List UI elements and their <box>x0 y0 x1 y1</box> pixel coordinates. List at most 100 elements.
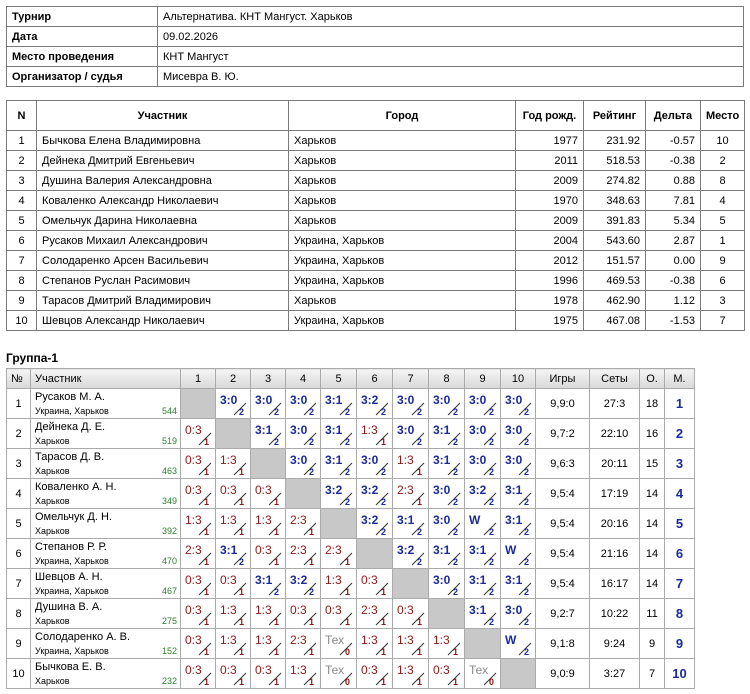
slash <box>518 462 532 476</box>
result-cell: 1:3 1 <box>250 508 286 539</box>
result-points: 0 <box>344 677 350 687</box>
result-points: 1 <box>203 587 209 597</box>
result-cell: 3:1 2 <box>500 478 536 509</box>
header-cell: Город <box>288 100 516 131</box>
info-value: Альтернатива. КНТ Мангуст. Харьков <box>157 6 744 27</box>
player-rating: 467 <box>161 586 177 596</box>
header-cell: Игры <box>535 368 590 389</box>
slash-line <box>518 552 532 566</box>
cell: 6 <box>700 270 745 291</box>
slash <box>375 402 389 416</box>
result-points: 1 <box>380 437 386 447</box>
header-cell: 7 <box>392 368 429 389</box>
result-score: 3:1 <box>397 513 415 527</box>
cell: 2009 <box>515 210 584 231</box>
cell: 2004 <box>515 230 584 251</box>
player-rating: 463 <box>161 466 177 476</box>
player-rating: 275 <box>161 616 177 626</box>
games: 9,5:4 <box>535 538 590 569</box>
result-score: 3:1 <box>255 573 273 587</box>
player-cell: Солодаренко А. В. Украина, Харьков 152 <box>30 628 181 659</box>
place: 4 <box>664 478 695 509</box>
result-points: 1 <box>273 617 279 627</box>
points: 16 <box>639 418 665 449</box>
cell: 1975 <box>515 310 584 331</box>
cell: 391.83 <box>583 210 646 231</box>
player-name: Солодаренко А. В. <box>35 631 131 643</box>
player-cell: Тарасов Д. В. Харьков 463 <box>30 448 181 479</box>
info-label: Турнир <box>6 6 158 27</box>
slash <box>518 552 532 566</box>
result-score: Тех <box>325 633 345 647</box>
participant-row: 10 Шевцов Александр Николаевич Украина, Ха… <box>6 310 745 331</box>
result-score: 2:3 <box>361 603 378 617</box>
result-points: 2 <box>523 497 529 507</box>
result-score: 0:3 <box>220 663 237 677</box>
result-cell: 3:0 2 <box>428 568 465 599</box>
slash <box>483 612 497 626</box>
slash-line <box>447 672 461 686</box>
result-points: 1 <box>308 677 314 687</box>
result-score: 3:2 <box>290 573 308 587</box>
place: 10 <box>664 658 695 689</box>
result-points: 1 <box>238 617 244 627</box>
result-score: 3:1 <box>433 423 451 437</box>
sets: 9:24 <box>589 628 640 659</box>
slash-line <box>339 462 353 476</box>
cell: 5 <box>700 210 745 231</box>
slash-line <box>518 462 532 476</box>
result-cell: 0:3 1 <box>392 598 429 629</box>
result-cell: 0:3 1 <box>356 568 393 599</box>
result-cell: 3:2 2 <box>464 478 501 509</box>
player-row: 9 Солодаренко А. В. Украина, Харьков 152 0:3… <box>6 628 695 659</box>
cell: Харьков <box>288 190 516 211</box>
result-points: 2 <box>238 407 244 417</box>
result-score: 1:3 <box>433 633 450 647</box>
player-cell: Коваленко А. Н. Харьков 349 <box>30 478 181 509</box>
player-cell: Дейнека Д. Е. Харьков 519 <box>30 418 181 449</box>
result-cell: 3:1 2 <box>392 508 429 539</box>
player-row: 5 Омельчук Д. Н. Харьков 392 1:3 1 1:3 1 1:3 1 2:3… <box>6 508 695 539</box>
result-cell: 2:3 1 <box>285 538 321 569</box>
cell: Русаков Михаил Александрович <box>36 230 289 251</box>
header-cell: Дельта <box>645 100 701 131</box>
result-points: 2 <box>273 407 279 417</box>
cell: Солодаренко Арсен Васильевич <box>36 250 289 271</box>
result-score: 3:0 <box>361 453 379 467</box>
player-city: Харьков <box>35 436 70 446</box>
result-cell: 3:1 2 <box>428 538 465 569</box>
player-city: Харьков <box>35 526 70 536</box>
result-score: 2:3 <box>397 483 414 497</box>
place: 6 <box>664 538 695 569</box>
slash-line <box>233 522 247 536</box>
info-value: Мисевра В. Ю. <box>157 66 744 87</box>
slash <box>198 552 212 566</box>
player-city: Украина, Харьков <box>35 556 109 566</box>
place: 7 <box>664 568 695 599</box>
slash <box>518 642 532 656</box>
result-points: 2 <box>452 407 458 417</box>
result-cell: 3:1 2 <box>320 388 357 419</box>
result-score: Тех <box>325 663 345 677</box>
result-points: 1 <box>203 527 209 537</box>
cell: 151.57 <box>583 250 646 271</box>
games: 9,7:2 <box>535 418 590 449</box>
result-cell: 0:3 1 <box>180 478 216 509</box>
cell: Коваленко Александр Николаевич <box>36 190 289 211</box>
result-cell: 1:3 1 <box>215 508 251 539</box>
result-score: 1:3 <box>255 633 272 647</box>
result-score: 2:3 <box>290 543 307 557</box>
info-table: Турнир Альтернатива. КНТ Мангуст. Харьков… <box>6 6 744 87</box>
cell: Харьков <box>288 150 516 171</box>
sets: 10:22 <box>589 598 640 629</box>
slash-line <box>198 552 212 566</box>
result-score: 3:1 <box>325 453 343 467</box>
group-title: Группа-1 <box>6 351 59 365</box>
slash-line <box>233 582 247 596</box>
slash-line <box>268 492 282 506</box>
slash-line <box>411 552 425 566</box>
cell: 1970 <box>515 190 584 211</box>
slash <box>447 462 461 476</box>
cell: 0.00 <box>645 250 701 271</box>
